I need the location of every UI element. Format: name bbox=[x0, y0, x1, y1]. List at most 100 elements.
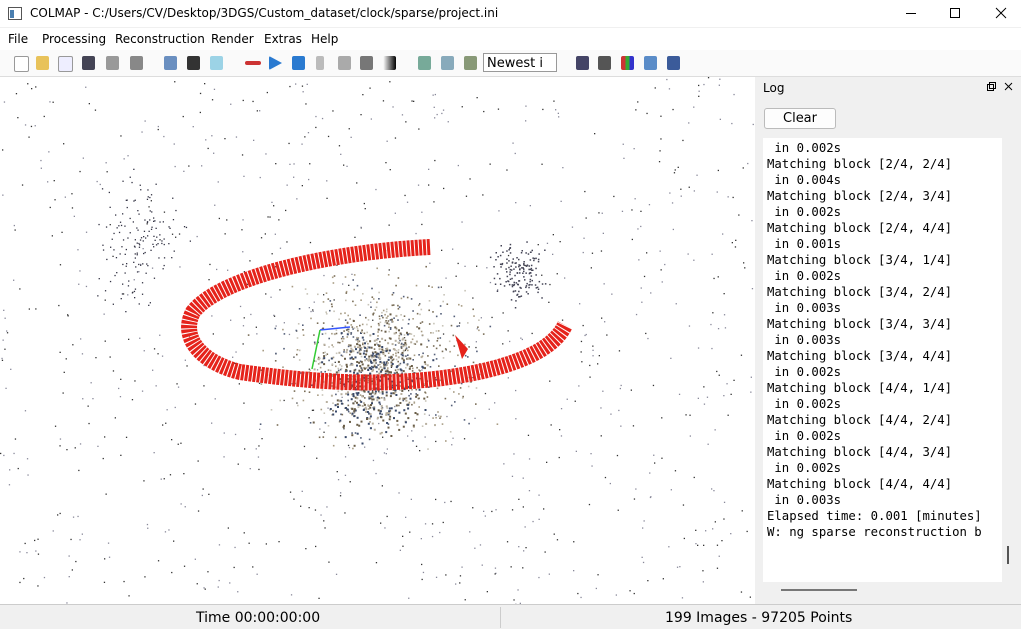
point bbox=[369, 372, 372, 375]
tool-button[interactable] bbox=[269, 56, 282, 70]
point bbox=[385, 350, 388, 353]
tool-button[interactable] bbox=[58, 56, 73, 72]
point bbox=[288, 333, 291, 336]
menu-item[interactable]: Processing bbox=[42, 32, 107, 46]
tool-button[interactable] bbox=[82, 56, 95, 70]
point bbox=[510, 299, 513, 301]
point bbox=[402, 337, 405, 340]
point bbox=[146, 263, 148, 265]
point bbox=[394, 212, 396, 214]
point bbox=[358, 424, 361, 427]
tool-button[interactable] bbox=[644, 56, 657, 70]
point bbox=[331, 381, 334, 384]
tool-button[interactable] bbox=[338, 56, 351, 70]
point bbox=[408, 394, 410, 397]
menu-item[interactable]: Reconstruction bbox=[115, 32, 205, 46]
tool-button[interactable] bbox=[106, 56, 119, 70]
point bbox=[375, 338, 378, 341]
point bbox=[333, 333, 336, 336]
point bbox=[140, 189, 142, 191]
point bbox=[508, 249, 510, 251]
point bbox=[413, 342, 415, 345]
tool-button[interactable] bbox=[14, 56, 29, 72]
point bbox=[467, 385, 470, 388]
point bbox=[449, 350, 451, 353]
toolbar: Newest i bbox=[0, 50, 1021, 77]
point bbox=[308, 371, 311, 373]
3d-viewport[interactable] bbox=[0, 77, 755, 604]
tool-button[interactable] bbox=[464, 56, 477, 70]
point bbox=[689, 414, 691, 416]
point bbox=[516, 293, 519, 296]
menu-item[interactable]: Extras bbox=[264, 32, 302, 46]
point bbox=[371, 422, 374, 425]
tool-button[interactable] bbox=[164, 56, 177, 70]
point bbox=[433, 201, 435, 203]
tool-button[interactable] bbox=[316, 56, 324, 70]
point bbox=[697, 347, 700, 349]
point bbox=[273, 205, 275, 207]
point bbox=[403, 334, 406, 336]
tool-button[interactable] bbox=[667, 56, 680, 70]
point bbox=[658, 161, 661, 163]
point bbox=[368, 417, 371, 420]
menu-item[interactable]: Render bbox=[211, 32, 254, 46]
point bbox=[177, 443, 179, 445]
point bbox=[418, 397, 420, 400]
tool-button[interactable] bbox=[418, 56, 431, 70]
point bbox=[521, 338, 523, 341]
sort-combo[interactable]: Newest i bbox=[483, 53, 557, 72]
dock-controls[interactable] bbox=[985, 81, 1015, 93]
point bbox=[378, 390, 380, 393]
tool-button[interactable] bbox=[576, 56, 589, 70]
point bbox=[326, 180, 328, 182]
point bbox=[63, 371, 65, 373]
point bbox=[103, 581, 106, 583]
point bbox=[363, 376, 366, 379]
tool-button[interactable] bbox=[621, 56, 634, 70]
point bbox=[243, 532, 245, 534]
tool-button[interactable] bbox=[292, 56, 305, 70]
point bbox=[136, 271, 139, 273]
horizontal-scrollbar[interactable] bbox=[763, 582, 1018, 596]
tool-button[interactable] bbox=[383, 56, 396, 70]
tool-button[interactable] bbox=[130, 56, 143, 70]
window-controls[interactable] bbox=[890, 0, 1021, 27]
tool-button[interactable] bbox=[210, 56, 223, 70]
point bbox=[633, 498, 636, 500]
point bbox=[377, 328, 380, 331]
tool-button[interactable] bbox=[598, 56, 611, 70]
point bbox=[296, 402, 298, 404]
point bbox=[389, 395, 392, 398]
tool-button[interactable] bbox=[441, 56, 454, 70]
point bbox=[260, 383, 263, 385]
tool-button[interactable] bbox=[187, 56, 200, 70]
menu-item[interactable]: File bbox=[8, 32, 29, 46]
point bbox=[484, 392, 487, 395]
point bbox=[115, 214, 117, 216]
point bbox=[371, 351, 374, 354]
tool-button[interactable] bbox=[245, 61, 261, 65]
point bbox=[351, 407, 354, 410]
menu-item[interactable]: Help bbox=[311, 32, 339, 46]
point bbox=[344, 357, 346, 360]
point bbox=[308, 178, 310, 181]
point bbox=[526, 241, 528, 243]
point bbox=[163, 478, 165, 480]
point bbox=[350, 333, 352, 335]
tool-button[interactable] bbox=[36, 56, 49, 70]
clear-button[interactable]: Clear bbox=[764, 108, 836, 129]
point bbox=[437, 286, 440, 289]
point bbox=[154, 220, 156, 222]
point bbox=[85, 285, 88, 288]
point bbox=[680, 195, 682, 197]
point bbox=[671, 202, 674, 204]
point bbox=[582, 324, 584, 327]
point bbox=[397, 304, 399, 307]
point bbox=[382, 309, 385, 312]
point bbox=[544, 551, 546, 553]
point bbox=[381, 431, 383, 434]
tool-button[interactable] bbox=[360, 56, 373, 70]
vertical-scrollbar[interactable] bbox=[1002, 138, 1016, 582]
point bbox=[640, 225, 642, 228]
